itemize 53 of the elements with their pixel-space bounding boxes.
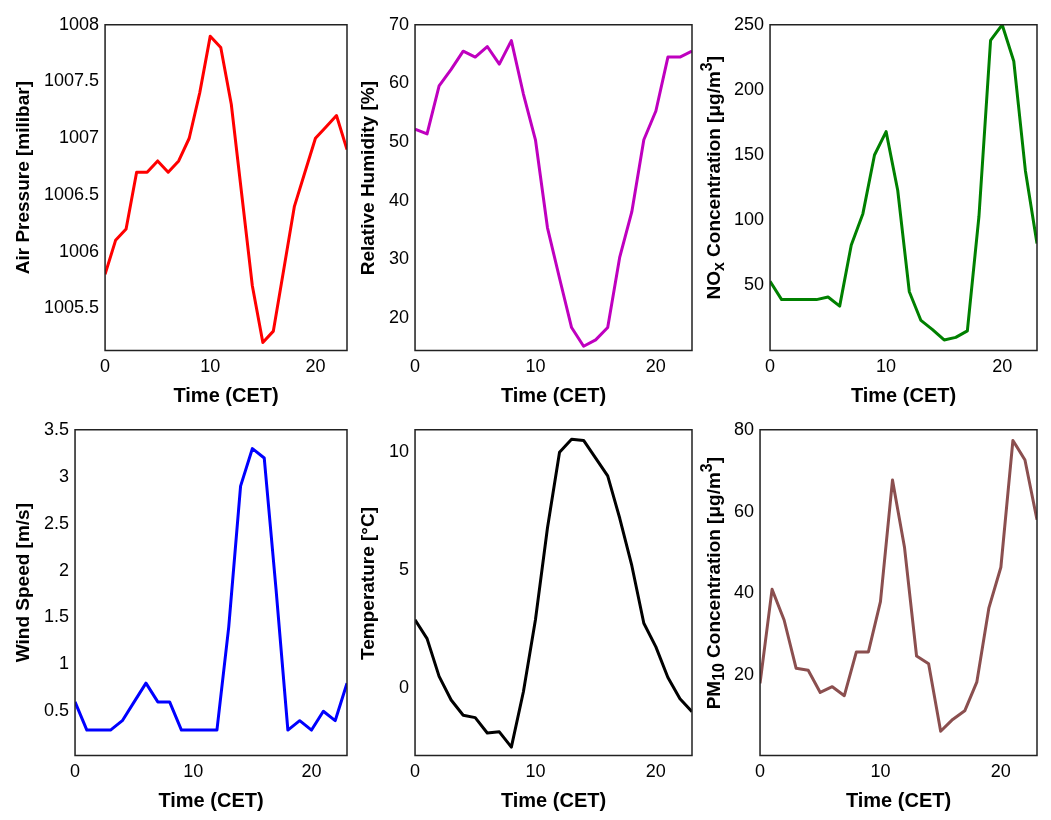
y-tick-label: 1005.5: [43, 297, 100, 318]
y-tick-label: 70: [388, 13, 410, 34]
y-axis-title: Wind Speed [m/s]: [12, 503, 34, 663]
x-tick-label: 20: [990, 761, 1011, 782]
y-tick-label: 20: [388, 307, 410, 328]
y-tick-label: 60: [733, 500, 755, 521]
y-tick-label: 1.5: [43, 606, 70, 627]
x-tick-label: 20: [301, 761, 322, 782]
x-tick-label: 20: [645, 356, 666, 377]
y-tick-label: 50: [744, 274, 765, 295]
y-tick-label: 200: [733, 78, 765, 99]
y-axis-title: Relative Humidity [%]: [357, 80, 379, 276]
x-axis-title: Time (CET): [173, 383, 279, 406]
x-tick-label: 20: [305, 356, 326, 377]
x-tick-label: 10: [200, 356, 221, 377]
y-tick-label: 20: [733, 664, 755, 685]
y-tick-label: 40: [733, 582, 755, 603]
y-tick-label: 100: [733, 209, 765, 230]
y-tick-label: 1007: [59, 127, 100, 148]
y-tick-label: 1006.5: [43, 183, 100, 204]
y-axis-title: Air Pressure [milibar]: [12, 81, 34, 275]
x-tick-label: 20: [645, 761, 666, 782]
y-tick-label: 3: [59, 465, 70, 486]
y-tick-label: 2.5: [43, 512, 70, 533]
x-tick-label: 10: [870, 761, 891, 782]
y-tick-label: 3.5: [43, 418, 70, 439]
y-tick-label: 60: [388, 72, 410, 93]
y-tick-label: 250: [733, 13, 765, 34]
x-tick-label: 10: [876, 356, 897, 377]
x-tick-label: 10: [525, 356, 546, 377]
y-tick-label: 0: [399, 677, 410, 698]
y-tick-label: 1006: [59, 240, 100, 261]
y-tick-label: 1008: [59, 13, 100, 34]
y-tick-label: 0.5: [43, 700, 70, 721]
x-tick-label: 10: [183, 761, 204, 782]
y-tick-label: 80: [733, 418, 755, 439]
x-axis-title: Time (CET): [845, 788, 952, 811]
x-axis-title: Time (CET): [850, 383, 957, 406]
y-tick-label: 1: [59, 653, 70, 674]
x-tick-label: 20: [992, 356, 1013, 377]
y-tick-label: 50: [388, 131, 410, 152]
y-tick-label: 2: [59, 559, 70, 580]
x-axis-title: Time (CET): [500, 383, 607, 406]
y-tick-label: 10: [388, 441, 410, 462]
x-axis-title: Time (CET): [158, 788, 264, 811]
y-tick-label: 150: [733, 144, 765, 165]
y-axis-title: Temperature [°C]: [357, 506, 379, 660]
y-tick-label: 40: [388, 189, 410, 210]
y-tick-label: 5: [399, 559, 410, 580]
y-tick-label: 1007.5: [43, 70, 100, 91]
x-tick-label: 10: [525, 761, 546, 782]
y-tick-label: 30: [388, 248, 410, 269]
x-axis-title: Time (CET): [500, 788, 607, 811]
